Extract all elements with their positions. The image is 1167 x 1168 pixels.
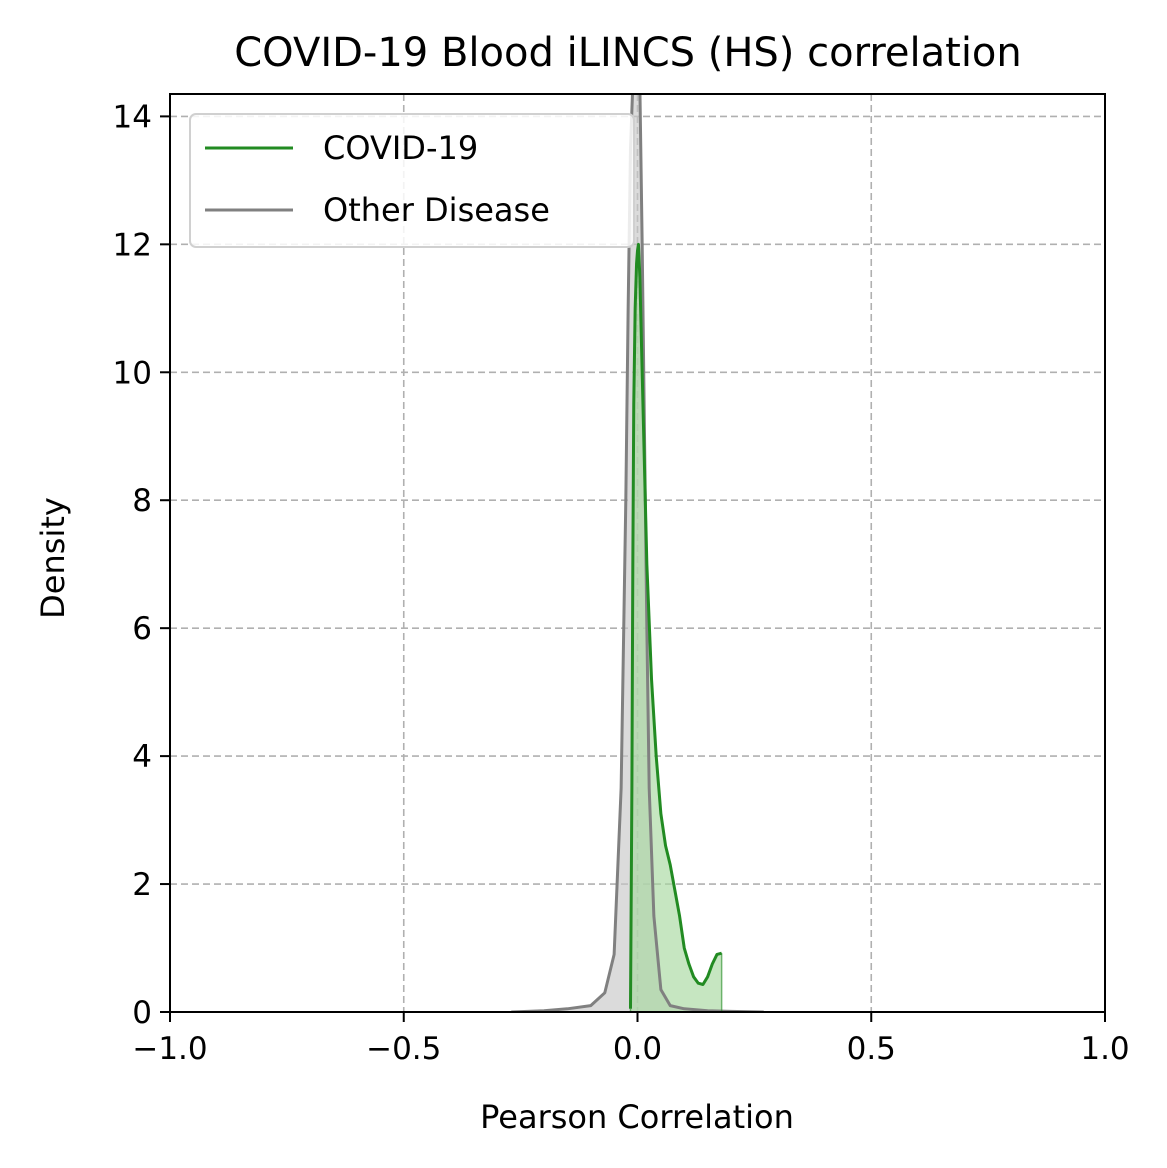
series-line-0	[628, 242, 723, 1009]
series-layer	[511, 94, 764, 1012]
y-tick-label: 8	[132, 483, 152, 519]
series-area-0	[630, 244, 722, 1012]
chart-title: COVID-19 Blood iLINCS (HS) correlation	[234, 30, 1022, 76]
y-tick-label: 12	[113, 227, 152, 263]
axis-ticks: −1.0 −0.5 0.0 0.5 1.0 0 2 4 6 8 10 12 14	[113, 99, 1130, 1067]
x-tick-label: 0.0	[613, 1031, 662, 1067]
y-tick-label: 0	[132, 995, 152, 1031]
y-axis-label: Density	[34, 497, 72, 619]
x-axis-label: Pearson Correlation	[480, 1098, 794, 1136]
series-line-1	[511, 94, 764, 1012]
legend-label-covid: COVID-19	[323, 129, 478, 167]
y-tick-label: 2	[132, 867, 152, 903]
x-tick-label: −1.0	[132, 1031, 207, 1067]
y-tick-label: 4	[132, 739, 152, 775]
y-tick-label: 6	[132, 611, 152, 647]
x-tick-label: 1.0	[1080, 1031, 1129, 1067]
y-tick-label: 10	[113, 355, 152, 391]
legend: COVID-19 Other Disease	[189, 113, 635, 248]
x-tick-label: −0.5	[366, 1031, 441, 1067]
legend-label-other: Other Disease	[323, 191, 550, 229]
legend-box	[189, 113, 635, 248]
x-tick-label: 0.5	[847, 1031, 896, 1067]
y-tick-label: 14	[113, 99, 152, 135]
